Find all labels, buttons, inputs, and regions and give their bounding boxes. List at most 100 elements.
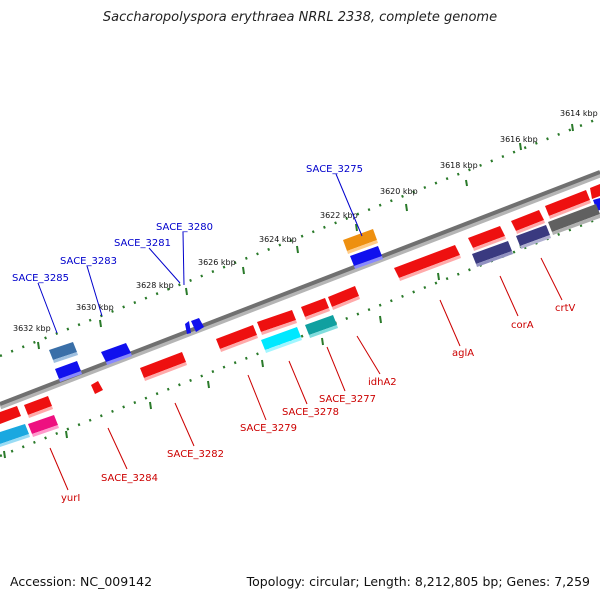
outer-tick-ring xyxy=(0,116,600,358)
leader-line xyxy=(540,257,563,301)
gene-forward xyxy=(473,236,506,251)
reverse-gene-labels: crtV corA aglA idhA2 SACE_3277 SACE_3278… xyxy=(61,303,576,504)
gene-forward xyxy=(185,321,191,334)
gene-reverse xyxy=(548,204,600,232)
tick-label: 3626 kbp xyxy=(198,258,236,267)
gene-forward xyxy=(28,406,53,418)
leader-line xyxy=(326,346,346,392)
tick-label: 3614 kbp xyxy=(560,109,598,118)
genome-summary: Topology: circular; Length: 8,212,805 bp… xyxy=(246,574,590,589)
gene-label-sace-3284: SACE_3284 xyxy=(101,473,158,484)
gene-label-yuri: yurI xyxy=(61,493,80,504)
gene-forward xyxy=(257,310,296,332)
gene-forward xyxy=(305,308,330,320)
tick-labels: 3614 kbp 3616 kbp 3618 kbp 3620 kbp 3622… xyxy=(13,109,598,333)
gene-label-idha2: idhA2 xyxy=(368,377,397,388)
gene-reverse xyxy=(516,225,550,246)
gene-reverse xyxy=(520,235,551,249)
gene-forward xyxy=(0,406,21,424)
leader-line xyxy=(174,402,195,447)
gene-reverse xyxy=(305,315,337,335)
leader-line xyxy=(37,282,58,334)
gene-forward xyxy=(354,256,383,269)
tick-label: 3618 kbp xyxy=(440,161,478,170)
leader-line xyxy=(49,447,69,491)
gene-forward xyxy=(350,246,382,266)
gene-forward xyxy=(101,343,131,362)
gene-label-sace-3278: SACE_3278 xyxy=(282,407,339,418)
gene-forward xyxy=(140,352,186,378)
gene-forward xyxy=(53,352,78,363)
leader-line xyxy=(86,265,103,317)
tick-label: 3624 kbp xyxy=(259,235,297,244)
gene-label-sace-3285: SACE_3285 xyxy=(12,273,69,284)
gene-label-agla: aglA xyxy=(452,348,474,359)
leader-line xyxy=(439,299,461,347)
gene-forward xyxy=(545,190,590,216)
leader-line xyxy=(148,247,181,284)
label-leaders xyxy=(37,173,563,491)
gene-forward xyxy=(549,200,591,219)
gene-reverse xyxy=(472,241,512,264)
gene-forward xyxy=(106,353,132,365)
gene-reverse xyxy=(28,415,58,434)
gene-forward xyxy=(394,245,460,278)
gene-label-sace-3280: SACE_3280 xyxy=(156,222,213,233)
gene-reverse xyxy=(265,337,302,353)
leader-line xyxy=(288,360,308,405)
gene-reverse xyxy=(261,327,301,350)
gene-forward xyxy=(347,240,378,254)
gene-forward xyxy=(144,362,187,381)
map-title: Saccharopolyspora erythraea NRRL 2338, c… xyxy=(102,10,498,25)
gene-forward xyxy=(216,325,257,349)
gene-label-sace-3277: SACE_3277 xyxy=(319,394,376,405)
tick-label: 3632 kbp xyxy=(13,324,51,333)
gene-label-cora: corA xyxy=(511,320,534,331)
forward-gene-labels: SACE_3275 SACE_3280 SACE_3281 SACE_3283 … xyxy=(12,164,363,284)
gene-forward xyxy=(261,320,297,335)
gene-forward xyxy=(332,296,360,310)
tick-label: 3622 kbp xyxy=(320,211,358,220)
gene-label-sace-3281: SACE_3281 xyxy=(114,238,171,249)
gene-forward xyxy=(24,396,52,415)
gene-forward xyxy=(91,381,103,394)
gene-forward xyxy=(399,255,461,281)
reverse-genes xyxy=(0,198,600,447)
gene-forward xyxy=(516,220,545,234)
gene-reverse xyxy=(552,214,600,235)
gene-forward xyxy=(191,318,204,332)
gene-reverse xyxy=(32,425,59,437)
gene-forward xyxy=(301,298,329,317)
gene-forward xyxy=(328,286,359,307)
gene-reverse xyxy=(476,251,513,267)
gene-label-crtv: crtV xyxy=(555,303,576,314)
gene-label-sace-3275: SACE_3275 xyxy=(306,164,363,175)
forward-genes xyxy=(0,184,600,424)
leader-line xyxy=(335,173,363,237)
tick-label: 3628 kbp xyxy=(136,281,174,290)
gene-label-sace-3283: SACE_3283 xyxy=(60,256,117,267)
gene-forward xyxy=(55,361,81,379)
tick-label: 3630 kbp xyxy=(76,303,114,312)
tick-label: 3616 kbp xyxy=(500,135,538,144)
gene-forward xyxy=(220,335,258,352)
leader-line xyxy=(356,335,381,375)
gene-reverse xyxy=(593,198,600,211)
leader-line xyxy=(499,275,519,317)
gene-forward xyxy=(468,226,505,248)
gene-label-sace-3279: SACE_3279 xyxy=(240,423,297,434)
gene-forward xyxy=(59,371,82,382)
gene-forward xyxy=(49,342,77,360)
tick-label: 3620 kbp xyxy=(380,187,418,196)
gene-forward xyxy=(590,184,600,199)
gene-forward xyxy=(343,229,377,251)
gene-reverse xyxy=(309,325,338,338)
accession-text: Accession: NC_009142 xyxy=(10,574,153,589)
leader-line xyxy=(107,427,128,470)
gene-label-sace-3282: SACE_3282 xyxy=(167,449,224,460)
gene-forward xyxy=(511,210,544,231)
backbone xyxy=(0,170,600,406)
major-ticks-outer xyxy=(37,123,574,350)
leader-line xyxy=(182,231,185,286)
